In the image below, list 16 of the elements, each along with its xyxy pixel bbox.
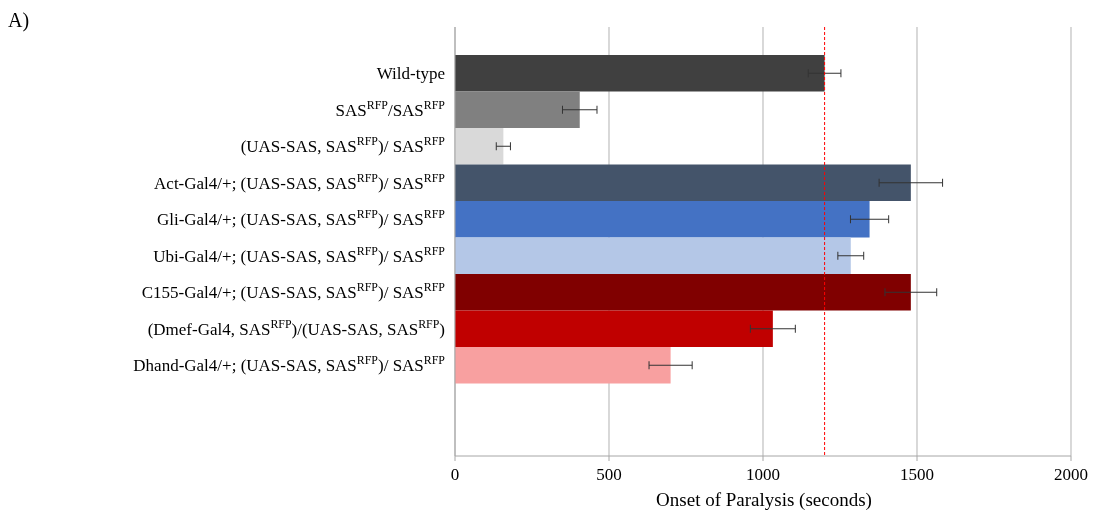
x-axis-title: Onset of Paralysis (seconds) [656, 489, 872, 511]
y-tick-label: Ubi-Gal4/+; (UAS-SAS, SAS$^{RFP}$)/ SAS$^{RFP}$ [153, 243, 446, 266]
y-tick-label: Dhand-Gal4/+; (UAS-SAS, SAS$^{RFP}$)/ SAS$^{RFP}$ [133, 353, 446, 376]
x-tick-label: 500 [596, 465, 622, 484]
y-tick-label: Act-Gal4/+; (UAS-SAS, SAS$^{RFP}$)/ SAS$^{RFP}$ [154, 170, 446, 193]
x-tick-label: 1000 [746, 465, 780, 484]
y-tick-label: SAS$^{RFP}$/SAS$^{RFP}$ [335, 97, 446, 120]
y-tick-label: (UAS-SAS, SAS$^{RFP}$)/ SAS$^{RFP}$ [240, 134, 446, 157]
y-tick-label: Gli-Gal4/+; (UAS-SAS, SAS$^{RFP}$)/ SAS$^{RFP}$ [156, 207, 446, 230]
y-tick-label: Wild-type [376, 64, 445, 84]
text: A) [8, 9, 30, 32]
y-tick-label: C155-Gal4/+; (UAS-SAS, SAS$^{RFP}$)/ SAS$^{RFP}$ [141, 280, 446, 303]
x-tick-label: 0 [450, 465, 460, 484]
x-tick-label: 1500 [900, 465, 934, 484]
y-tick-label: (Dmef-Gal4, SAS$^{RFP}$)/(UAS-SAS, SAS$^{RFP}$) [147, 316, 445, 339]
x-tick-label: 2000 [1054, 465, 1088, 484]
